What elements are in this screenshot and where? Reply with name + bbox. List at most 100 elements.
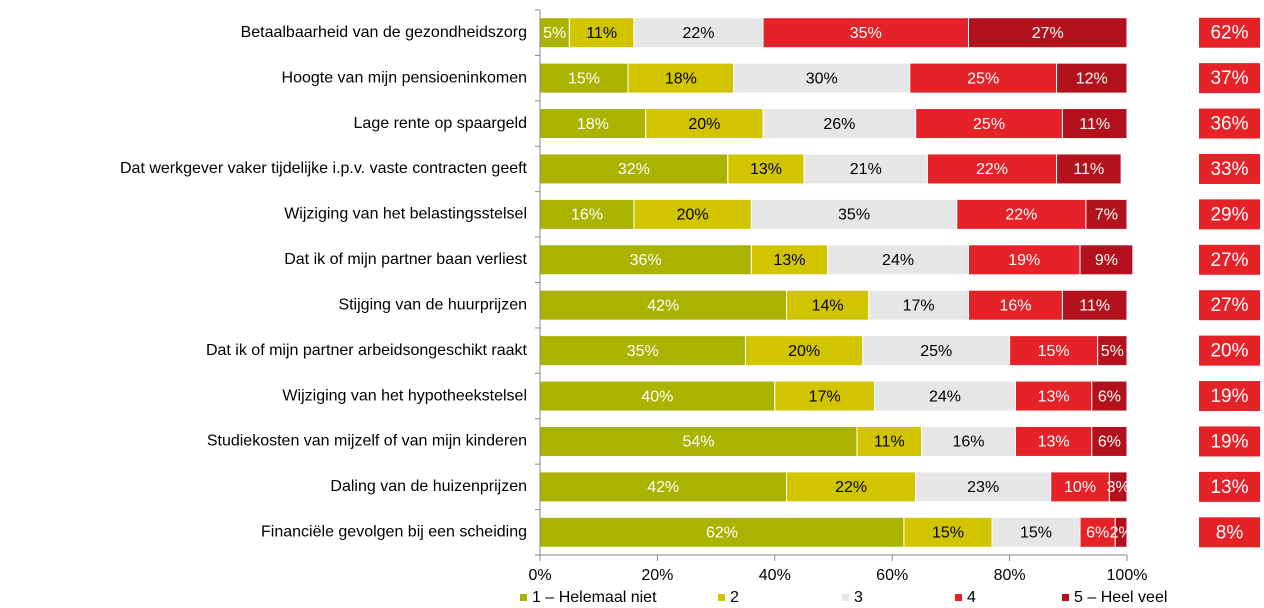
bar-segment: [1014, 380, 1093, 412]
bar-segment: [1014, 425, 1093, 457]
side-label-box: [1199, 335, 1260, 366]
legend-swatch: [520, 594, 527, 601]
data-label: 10%: [1064, 479, 1096, 496]
bar-segment: [1079, 516, 1116, 548]
data-label: 15%: [1020, 525, 1052, 542]
data-label: 25%: [920, 343, 952, 360]
x-tick-label: 100%: [1107, 567, 1148, 584]
data-label: 20%: [788, 343, 820, 360]
category-label: Daling van de huizenprijzen: [330, 478, 527, 495]
bar-segment: [1061, 289, 1128, 321]
data-label: 18%: [577, 116, 609, 133]
data-label: 11%: [586, 25, 617, 42]
data-label: 21%: [850, 161, 882, 178]
data-label: 13%: [1038, 434, 1070, 451]
data-label: 6%: [1086, 525, 1109, 542]
side-label-box: [1199, 17, 1260, 48]
side-label-box: [1199, 244, 1260, 275]
data-label: 32%: [618, 161, 650, 178]
data-label: 15%: [932, 525, 964, 542]
bar-segment: [786, 289, 870, 321]
legend-label: 5 – Heel veel: [1074, 589, 1167, 606]
data-label: 22%: [682, 25, 714, 42]
legend-swatch: [955, 594, 962, 601]
side-label-box: [1199, 153, 1260, 184]
bar-segment: [539, 289, 788, 321]
bar-segment: [733, 62, 911, 94]
data-label: 54%: [682, 434, 714, 451]
bar-segment: [1085, 198, 1128, 230]
data-label: 12%: [1076, 70, 1108, 87]
data-label: 35%: [627, 343, 659, 360]
bar-segment: [539, 335, 746, 367]
bar-segment: [750, 244, 829, 276]
bar-segment: [862, 335, 1011, 367]
bar-segment: [956, 198, 1087, 230]
side-label-box: [1199, 108, 1260, 139]
data-label: 11%: [1079, 116, 1110, 133]
data-label: 15%: [1038, 343, 1070, 360]
data-label: 6%: [1098, 434, 1121, 451]
bar-segment: [1097, 335, 1128, 367]
data-label: 22%: [1005, 207, 1037, 224]
bar-segment: [968, 244, 1081, 276]
data-label: 13%: [1038, 388, 1070, 405]
category-label: Dat ik of mijn partner arbeidsongeschikt…: [206, 342, 528, 359]
data-label: 20%: [688, 116, 720, 133]
data-label: 25%: [973, 116, 1005, 133]
data-label: 36%: [630, 252, 662, 269]
side-label: 62%: [1210, 23, 1248, 44]
bar-segment: [1056, 62, 1128, 94]
bar-segment: [856, 425, 923, 457]
data-label: 20%: [677, 207, 709, 224]
bar-segment: [1091, 425, 1128, 457]
bar-segment: [803, 153, 928, 185]
data-label: 11%: [1073, 161, 1104, 178]
bar-segment: [633, 198, 752, 230]
data-label: 13%: [750, 161, 782, 178]
bar-segment: [1079, 244, 1134, 276]
side-label: 27%: [1210, 295, 1248, 316]
data-label: 24%: [929, 388, 961, 405]
data-label: 24%: [882, 252, 914, 269]
side-label-box: [1199, 517, 1260, 548]
data-label: 13%: [773, 252, 805, 269]
bar-segment: [539, 62, 629, 94]
legend-label: 1 – Helemaal niet: [532, 589, 657, 606]
category-label: Financiële gevolgen bij een scheiding: [261, 524, 527, 541]
side-label-box: [1199, 290, 1260, 321]
side-label-box: [1199, 63, 1260, 94]
data-label: 2%: [1110, 525, 1133, 542]
data-label: 16%: [571, 207, 603, 224]
bar-segment: [786, 471, 917, 503]
data-label: 23%: [967, 479, 999, 496]
bar-segment: [1061, 108, 1128, 140]
data-label: 26%: [823, 116, 855, 133]
bar-segment: [909, 62, 1058, 94]
side-label: 8%: [1216, 522, 1244, 543]
bar-segment: [827, 244, 970, 276]
bar-segment: [633, 17, 764, 49]
bar-segment: [1056, 153, 1122, 185]
data-label: 9%: [1095, 252, 1118, 269]
side-label: 36%: [1210, 114, 1248, 135]
data-label: 3%: [1107, 479, 1130, 496]
bar-segment: [727, 153, 805, 185]
bar-segment: [1114, 516, 1128, 548]
data-label: 35%: [838, 207, 870, 224]
data-label: 16%: [999, 297, 1031, 314]
side-label: 19%: [1210, 431, 1248, 452]
data-label: 22%: [835, 479, 867, 496]
bar-segment: [744, 335, 864, 367]
x-tick-label: 60%: [876, 567, 908, 584]
data-label: 18%: [665, 70, 697, 87]
category-label: Hoogte van mijn pensioeninkomen: [282, 69, 527, 86]
side-label: 33%: [1210, 159, 1248, 180]
data-label: 62%: [706, 525, 738, 542]
data-label: 17%: [903, 297, 935, 314]
side-label: 20%: [1210, 341, 1248, 362]
legend-label: 2: [730, 589, 739, 606]
bar-segment: [915, 471, 1052, 503]
data-label: 19%: [1008, 252, 1040, 269]
